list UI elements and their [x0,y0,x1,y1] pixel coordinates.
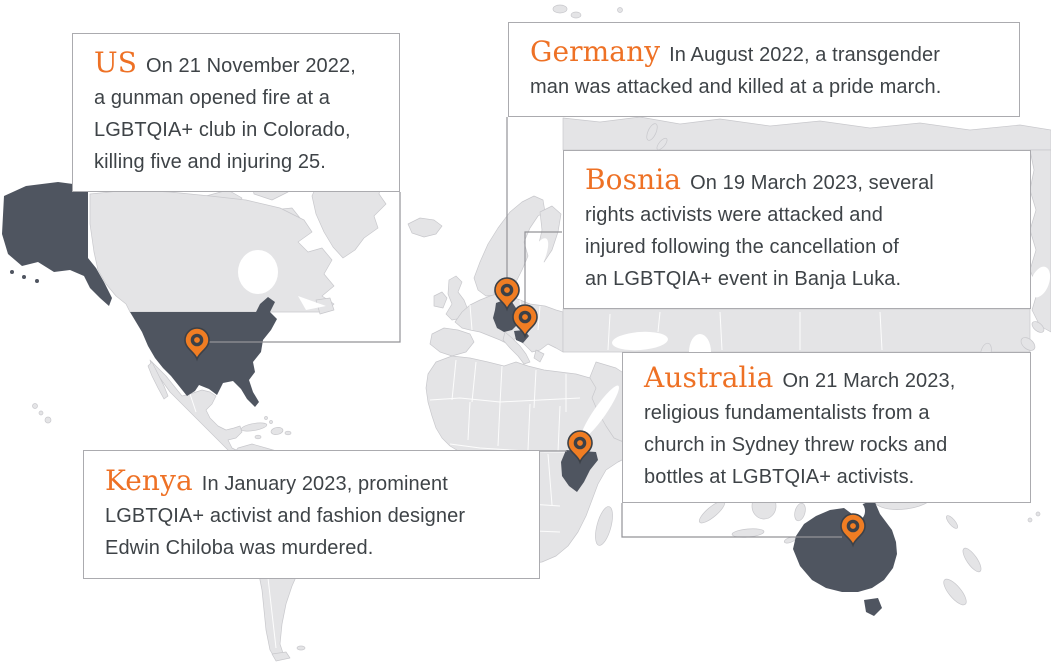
callout-text: On 21 March 2023, religious fundamentali… [644,370,956,488]
callout-country-label: Kenya [105,464,193,497]
callout-text: On 19 March 2023, several rights activis… [585,172,934,290]
callout-germany: Germany In August 2022, a transgender man… [508,22,1020,117]
callout-us: US On 21 November 2022, a gunman opened f… [72,33,400,192]
country-australia [793,500,897,592]
callout-text: On 21 November 2022, a gunman opened fir… [94,55,356,173]
callout-country-label: Australia [644,361,774,394]
callout-country-label: Bosnia [585,163,682,196]
callout-bosnia: Bosnia On 19 March 2023, several rights a… [563,150,1031,309]
country-united-states-alaska [2,182,112,306]
callout-country-label: US [94,46,137,79]
leader-line-us [206,192,401,343]
callout-kenya: Kenya In January 2023, prominent LGBTQIA+… [83,450,540,579]
leader-line-bosnia [524,231,562,304]
callout-text: In August 2022, a transgender man was at… [530,44,942,98]
callout-country-label: Germany [530,35,661,68]
callout-australia: Australia On 21 March 2023, religious fun… [622,352,1031,503]
country-australia-tasmania [864,598,882,616]
leader-lines [206,117,842,538]
callout-text: In January 2023, prominent LGBTQIA+ acti… [105,473,466,559]
aleutian-island [10,270,14,274]
aleutian-island [22,275,26,279]
country-germany [493,300,518,332]
country-kenya [561,450,598,492]
aleutian-island [35,279,39,283]
leader-line-australia [621,503,842,538]
country-united-states [130,297,277,407]
